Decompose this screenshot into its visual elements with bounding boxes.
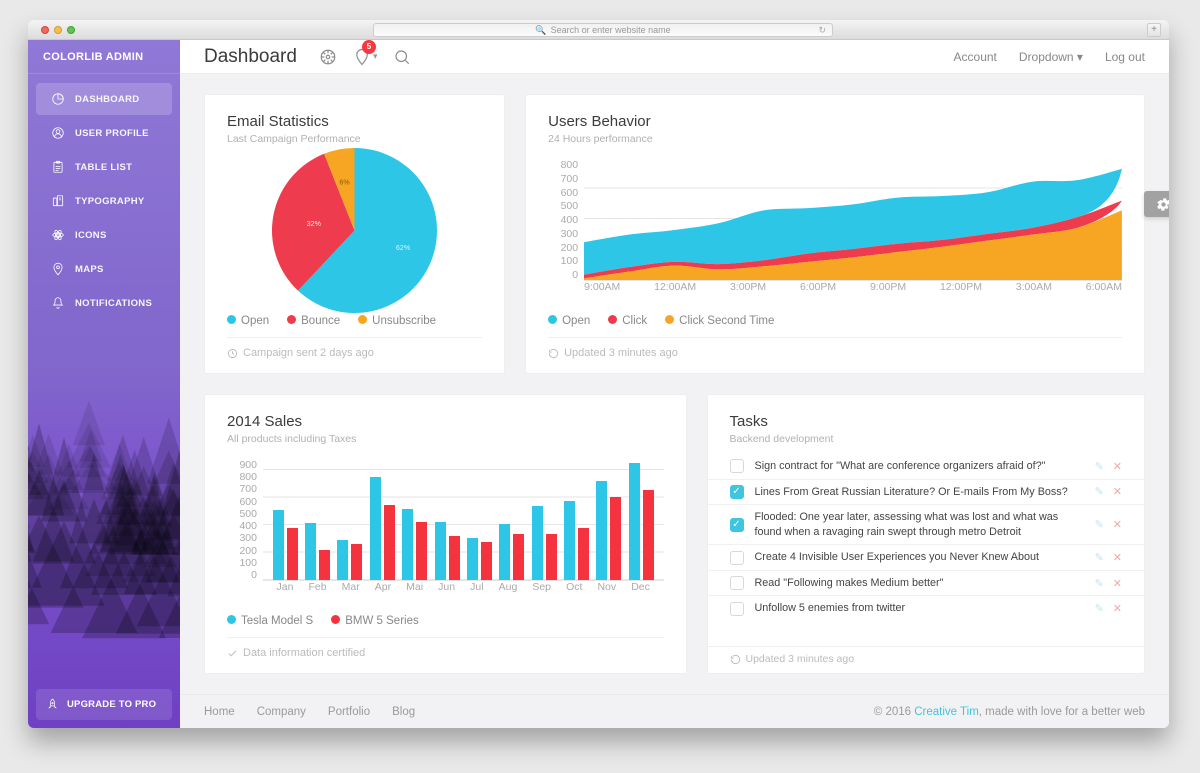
svg-text:62%: 62%	[396, 243, 411, 251]
svg-text:6%: 6%	[339, 178, 350, 186]
svg-text:32%: 32%	[307, 220, 322, 228]
